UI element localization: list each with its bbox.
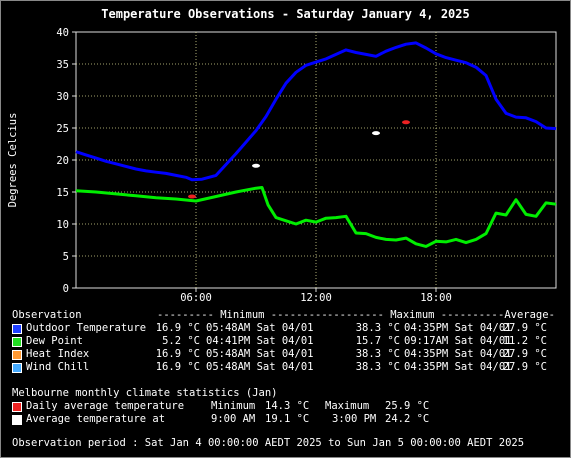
y-tick-label: 25 bbox=[56, 123, 69, 135]
x-tick-label: 06:00 bbox=[180, 292, 212, 304]
y-tick-label: 10 bbox=[56, 219, 69, 231]
y-tick-label: 0 bbox=[63, 283, 69, 295]
obs-min-time: 05:48AM Sat 04/01 bbox=[206, 348, 314, 360]
climate-marker bbox=[252, 163, 260, 168]
obs-min-time: 05:48AM Sat 04/01 bbox=[206, 322, 314, 334]
climate-max-value: 25.9 °C bbox=[385, 400, 430, 412]
y-axis-label: Degrees Celcius bbox=[7, 113, 19, 208]
climate-marker bbox=[402, 120, 410, 125]
climate-markers bbox=[188, 120, 410, 199]
obs-min-value: 16.9 °C bbox=[155, 348, 200, 360]
obs-max-value: 38.3 °C bbox=[355, 322, 400, 334]
obs-label: Heat Index bbox=[26, 348, 90, 360]
obs-max-time: 04:35PM Sat 04/01 bbox=[404, 348, 512, 360]
avg-time-1: 9:00 AM bbox=[211, 413, 256, 425]
y-tick-label: 5 bbox=[63, 251, 69, 263]
obs-avg-value: 27.9 °C bbox=[502, 322, 547, 334]
obs-avg-value: 27.9 °C bbox=[502, 361, 547, 373]
average-temp-label: Average temperature at bbox=[26, 413, 166, 425]
legend-swatch bbox=[12, 337, 22, 347]
x-tick-label: 18:00 bbox=[420, 292, 452, 304]
average-temp-swatch bbox=[12, 415, 22, 425]
observation-period: Observation period : Sat Jan 4 00:00:00 … bbox=[12, 437, 525, 449]
climate-header: Melbourne monthly climate statistics (Ja… bbox=[12, 387, 278, 399]
avg-time-2: 3:00 PM bbox=[332, 413, 377, 425]
y-tick-label: 20 bbox=[56, 155, 69, 167]
legend-swatch bbox=[12, 324, 22, 334]
obs-min-value: 16.9 °C bbox=[155, 322, 200, 334]
avg-value-2: 24.2 °C bbox=[385, 413, 430, 425]
obs-header-avg: -Average- bbox=[498, 309, 555, 321]
climate-marker bbox=[372, 131, 380, 136]
climate-min-value: 14.3 °C bbox=[265, 400, 310, 412]
series-line-outdoor-temperature bbox=[75, 41, 557, 182]
obs-label: Outdoor Temperature bbox=[26, 322, 147, 334]
axes: 0 5 10 15 20 25 30 35 40 06:00 12:00 18:00 bbox=[56, 27, 451, 304]
avg-value-1: 19.1 °C bbox=[265, 413, 310, 425]
temperature-chart: 0 5 10 15 20 25 30 35 40 06:00 12:00 18:00 Degrees … bbox=[7, 27, 557, 304]
climate-min-label: Minimum bbox=[211, 400, 256, 412]
y-tick-label: 15 bbox=[56, 187, 69, 199]
y-tick-label: 35 bbox=[56, 59, 69, 71]
obs-avg-value: 27.9 °C bbox=[502, 348, 547, 360]
obs-max-value: 38.3 °C bbox=[355, 361, 400, 373]
legend-swatch bbox=[12, 350, 22, 360]
obs-min-value: 5.2 °C bbox=[162, 335, 200, 347]
series-line-dew-point bbox=[75, 186, 557, 248]
climate-max-label: Maximum bbox=[325, 400, 370, 412]
climate-marker bbox=[188, 194, 196, 199]
y-tick-label: 40 bbox=[56, 27, 69, 39]
obs-min-time: 04:41PM Sat 04/01 bbox=[206, 335, 314, 347]
legend-swatch bbox=[12, 363, 22, 373]
obs-label: Dew Point bbox=[26, 335, 83, 347]
obs-header-max: --------- Maximum --------- bbox=[327, 309, 498, 321]
obs-min-time: 05:48AM Sat 04/01 bbox=[206, 361, 314, 373]
series-layer bbox=[75, 41, 557, 248]
daily-average-label: Daily average temperature bbox=[26, 400, 185, 412]
obs-header-min: --------- Minimum --------- bbox=[157, 309, 328, 321]
obs-max-value: 38.3 °C bbox=[355, 348, 400, 360]
obs-header-label: Observation bbox=[12, 309, 82, 321]
obs-avg-value: 11.2 °C bbox=[502, 335, 547, 347]
x-tick-label: 12:00 bbox=[300, 292, 332, 304]
daily-average-swatch bbox=[12, 402, 22, 412]
obs-min-value: 16.9 °C bbox=[155, 361, 200, 373]
obs-label: Wind Chill bbox=[26, 361, 90, 373]
chart-title: Temperature Observations - Saturday Janu… bbox=[101, 7, 470, 21]
y-tick-label: 30 bbox=[56, 91, 69, 103]
obs-max-value: 15.7 °C bbox=[355, 335, 400, 347]
obs-max-time: 04:35PM Sat 04/01 bbox=[404, 322, 512, 334]
obs-max-time: 09:17AM Sat 04/01 bbox=[404, 335, 512, 347]
obs-max-time: 04:35PM Sat 04/01 bbox=[404, 361, 512, 373]
grid bbox=[75, 31, 557, 289]
